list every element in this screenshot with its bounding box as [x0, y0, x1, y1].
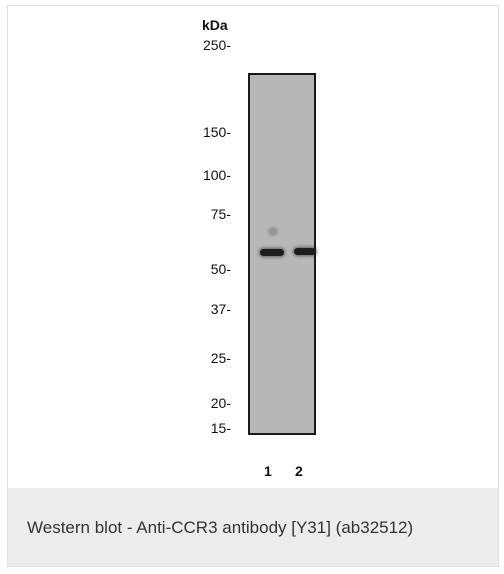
marker-25: 25-	[210, 350, 231, 366]
marker-20: 20-	[210, 395, 231, 411]
marker-75: 75-	[210, 206, 231, 222]
marker-50: 50-	[210, 261, 231, 277]
unit-label: kDa	[202, 17, 228, 33]
band-lane-2	[294, 248, 316, 255]
nonspecific-smudge	[268, 227, 278, 236]
marker-15: 15-	[210, 420, 231, 436]
lane-label-1: 1	[264, 463, 272, 479]
blot-membrane	[248, 73, 316, 435]
caption-panel: Western blot - Anti-CCR3 antibody [Y31] …	[8, 488, 498, 566]
marker-37: 37-	[210, 301, 231, 317]
lane-label-2: 2	[295, 463, 303, 479]
marker-100: 100-	[202, 167, 231, 183]
figure-caption: Western blot - Anti-CCR3 antibody [Y31] …	[27, 518, 414, 537]
marker-150: 150-	[202, 124, 231, 140]
marker-250: 250-	[202, 37, 231, 53]
band-lane-1	[260, 249, 284, 256]
figure-card: kDa 250- 150- 100- 75- 50- 37- 25- 20- 1…	[7, 5, 499, 567]
western-blot-image: kDa 250- 150- 100- 75- 50- 37- 25- 20- 1…	[8, 6, 498, 488]
